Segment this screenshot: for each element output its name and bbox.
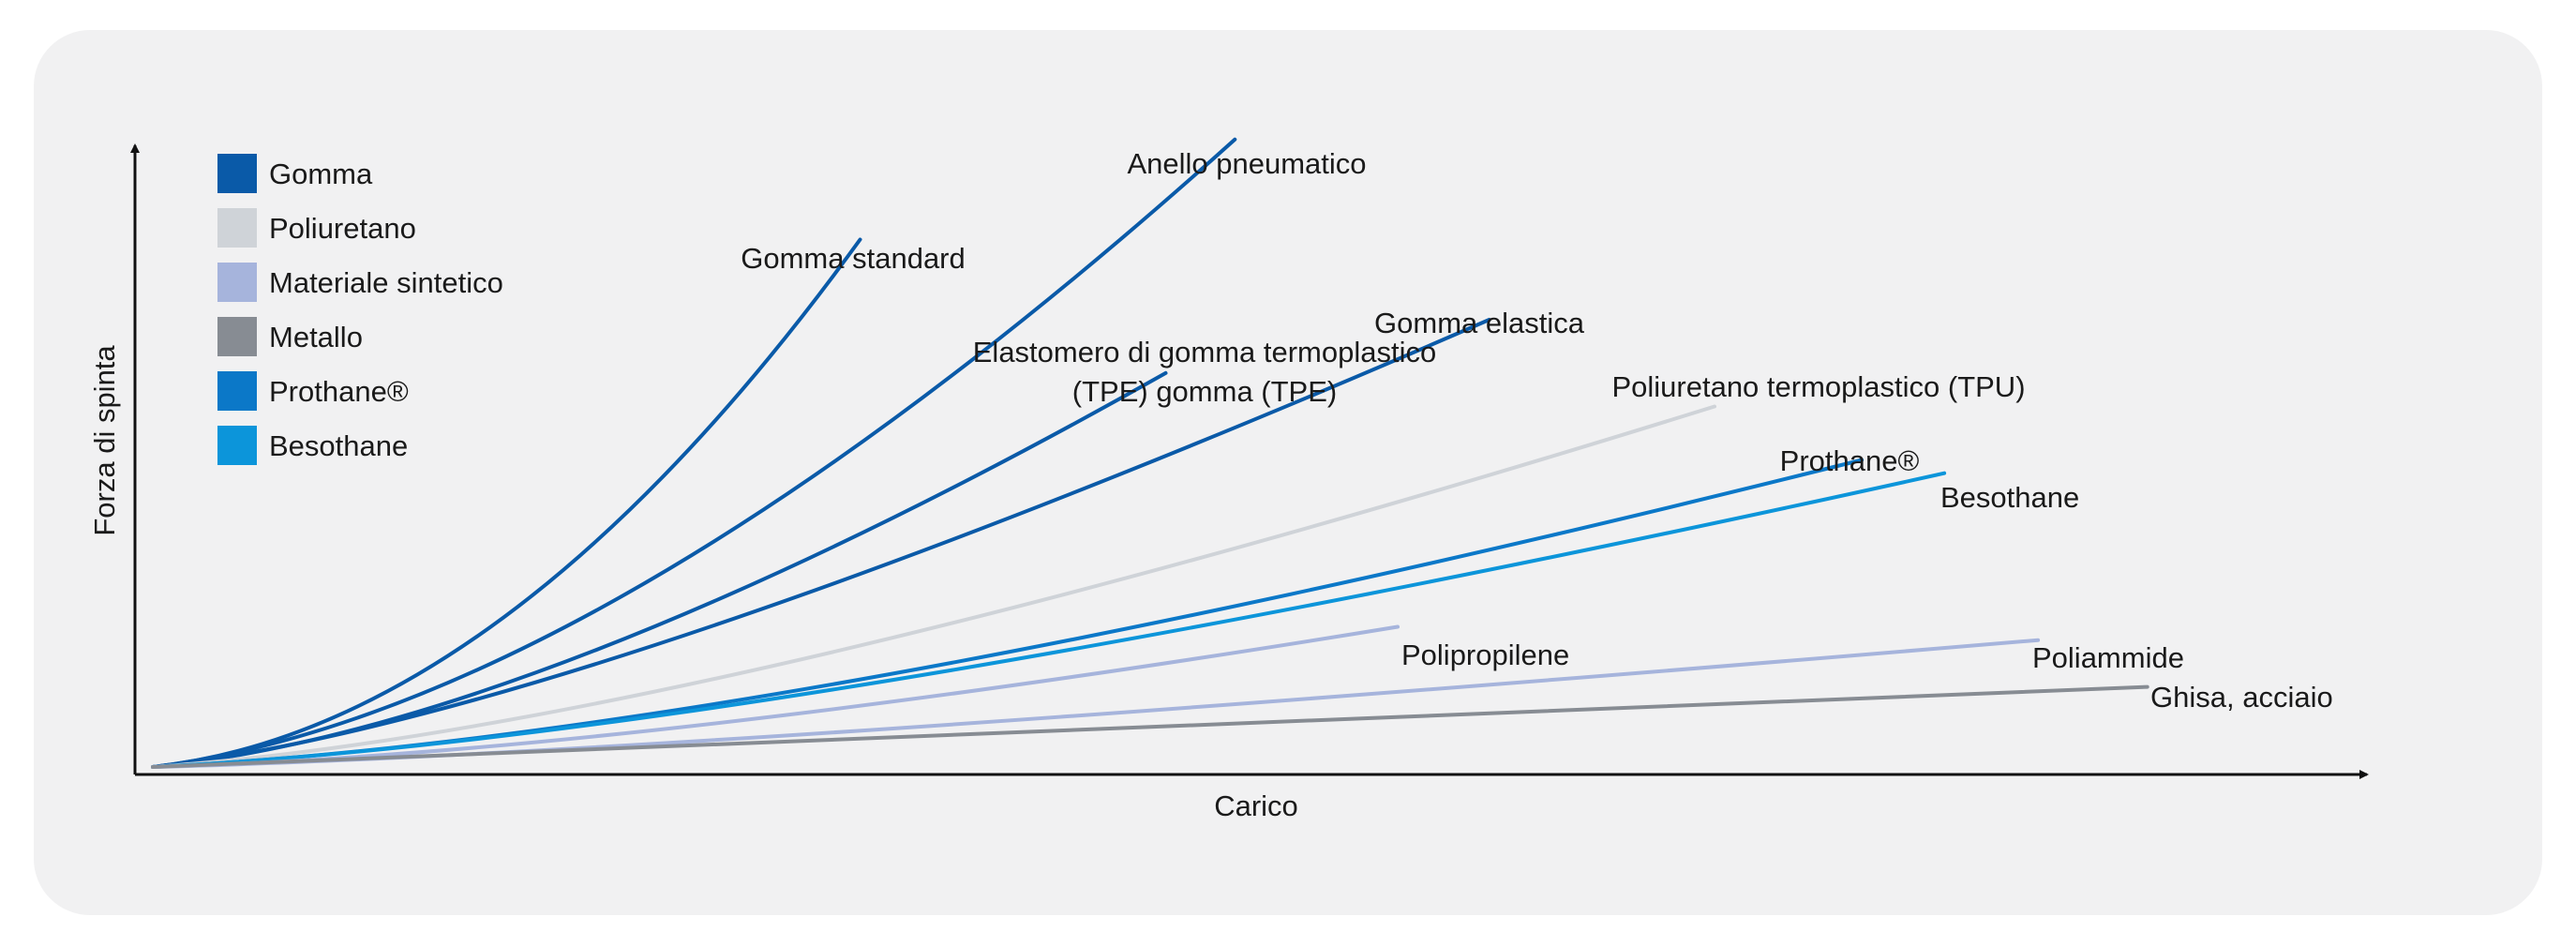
annotation-5: Poliuretano termoplastico (TPU): [1611, 370, 2025, 403]
axes: Carico Forza di spinta: [88, 143, 2369, 822]
legend-label-2: Materiale sintetico: [269, 266, 503, 299]
series-line-9: [151, 684, 2149, 769]
annotation-1: Anello pneumatico: [1127, 147, 1366, 180]
legend-swatch-5: [217, 426, 257, 465]
annotation-0: Gomma standard: [741, 242, 966, 275]
x-axis-label: Carico: [1214, 789, 1298, 822]
series-line-1: [151, 137, 1237, 769]
annotation-9: Poliammide: [2032, 641, 2184, 674]
legend-swatch-4: [217, 371, 257, 411]
legend: Gomma Poliuretano Materiale sintetico Metal…: [217, 154, 503, 465]
chart-panel: [34, 30, 2542, 915]
legend-label-5: Besothane: [269, 429, 408, 462]
legend-swatch-3: [217, 317, 257, 356]
legend-label-0: Gomma: [269, 158, 373, 190]
legend-swatch-0: [217, 154, 257, 193]
annotation-10: Ghisa, acciaio: [2150, 681, 2333, 714]
data-curves: [151, 137, 2149, 769]
annotation-3: (TPE) gomma (TPE): [1072, 375, 1337, 408]
annotation-8: Polipropilene: [1401, 639, 1569, 671]
legend-label-3: Metallo: [269, 321, 363, 353]
annotation-7: Besothane: [1940, 481, 2079, 514]
legend-label-1: Poliuretano: [269, 212, 416, 245]
legend-swatch-1: [217, 208, 257, 248]
series-line-4: [151, 404, 1716, 769]
series-line-3: [151, 318, 1491, 769]
annotation-4: Gomma elastica: [1374, 307, 1585, 339]
series-line-0: [151, 237, 862, 769]
y-axis-label: Forza di spinta: [88, 345, 121, 536]
series-line-6: [151, 471, 1947, 769]
legend-label-4: Prothane®: [269, 375, 409, 408]
annotation-6: Prothane®: [1780, 444, 1920, 477]
curve-annotations: Gomma standard Anello pneumatico Elastomer…: [741, 147, 2332, 714]
legend-swatch-2: [217, 263, 257, 302]
annotation-2: Elastomero di gomma termoplastico: [973, 336, 1436, 368]
